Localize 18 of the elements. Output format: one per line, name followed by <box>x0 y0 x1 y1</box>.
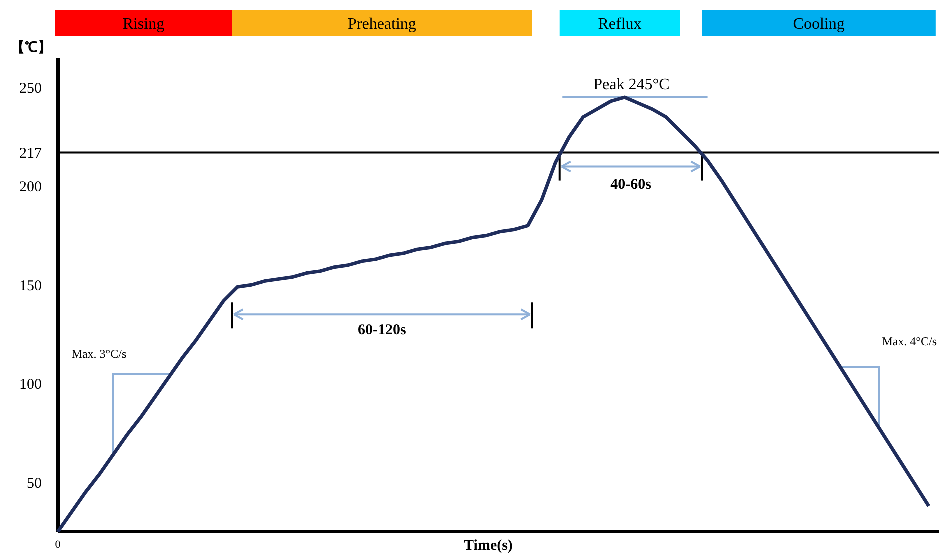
annotation: Peak 245°C <box>594 76 670 94</box>
y-tick-label: 250 <box>20 80 42 97</box>
x-tick-label: 0 <box>55 539 62 551</box>
annotation: 40-60s <box>610 176 652 193</box>
annotation: Max. 4°C/s <box>882 334 938 348</box>
text: Reflux <box>598 16 642 33</box>
y-tick-label: 150 <box>20 278 42 294</box>
y-tick-label: 50 <box>27 476 42 492</box>
y-tick-label: 200 <box>20 180 42 196</box>
annotation: Max. 3°C/s <box>72 347 127 361</box>
annotation: 60-120s <box>358 322 407 339</box>
y-tick-label: 217 <box>20 146 42 162</box>
text: Preheating <box>348 16 416 33</box>
y-tick-label: 100 <box>20 377 42 394</box>
y-axis-title: 【℃】 <box>11 40 52 56</box>
text: Cooling <box>793 16 845 33</box>
x-axis-title: Time(s) <box>464 538 513 554</box>
text: Rising <box>122 16 165 33</box>
